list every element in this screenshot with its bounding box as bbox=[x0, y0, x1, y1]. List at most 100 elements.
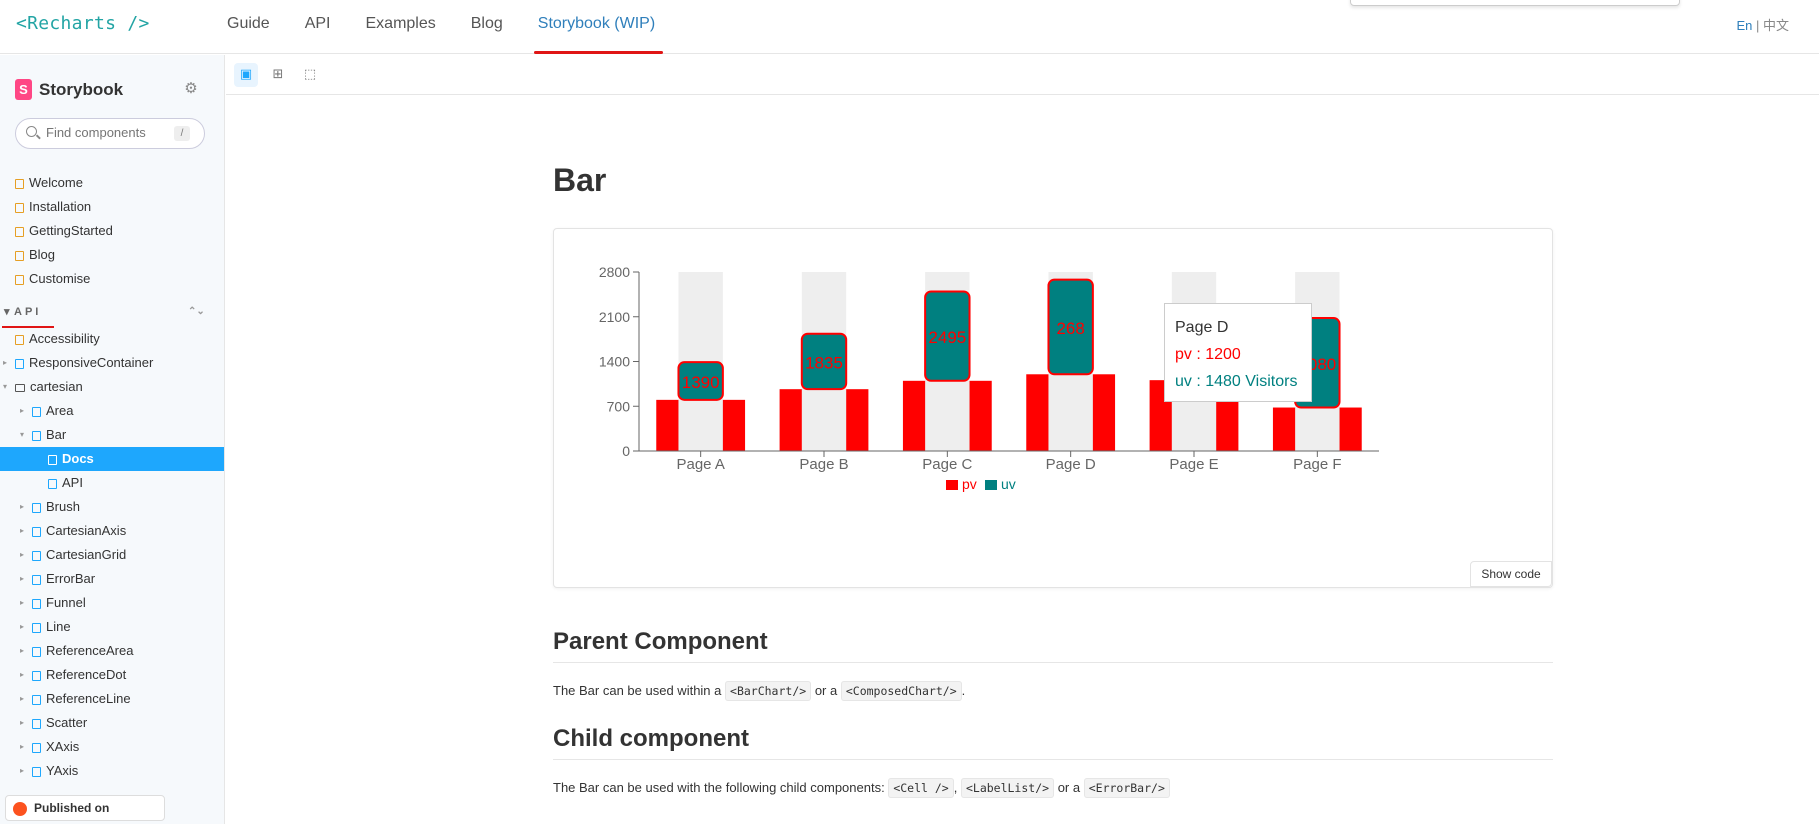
chevron-right-icon: ▸ bbox=[20, 550, 25, 559]
docsearch-input[interactable] bbox=[1350, 0, 1680, 6]
lang-en-link[interactable]: En bbox=[1736, 18, 1753, 33]
sidebar-item-scatter[interactable]: ▸ Scatter bbox=[0, 711, 224, 735]
lang-zh-link[interactable]: 中文 bbox=[1762, 18, 1789, 33]
sidebar-item-referenceline[interactable]: ▸ ReferenceLine bbox=[0, 687, 224, 711]
chevron-right-icon: ▸ bbox=[20, 718, 25, 727]
y-tick-label: 2100 bbox=[599, 309, 630, 325]
uv-bar-label: 268 bbox=[1056, 319, 1084, 338]
sidebar-item-cartesian[interactable]: ▾ cartesian bbox=[0, 375, 224, 399]
component-icon bbox=[32, 550, 41, 561]
legend-label-pv: pv bbox=[962, 476, 977, 492]
expand-collapse-icon[interactable]: ⌃⌄ bbox=[188, 306, 205, 317]
sidebar-item-yaxis[interactable]: ▸ YAxis bbox=[0, 759, 224, 783]
storybook-sidebar: S Storybook ⚙ / Welcome Installation Getti… bbox=[0, 55, 225, 824]
sidebar-item-label: Customise bbox=[29, 271, 91, 286]
sidebar-item-label: ReferenceArea bbox=[46, 643, 134, 658]
tooltip-uv: uv : 1480 Visitors bbox=[1175, 373, 1298, 390]
sidebar-item-docs[interactable]: Docs bbox=[0, 447, 224, 471]
component-icon bbox=[32, 430, 41, 441]
child-text-1: The Bar can be used with the following c… bbox=[553, 780, 885, 795]
sidebar-item-cartesiangrid[interactable]: ▸ CartesianGrid bbox=[0, 543, 224, 567]
component-search[interactable]: / bbox=[15, 118, 205, 149]
sidebar-item-label: Line bbox=[46, 619, 71, 634]
sidebar-item-errorbar[interactable]: ▸ ErrorBar bbox=[0, 567, 224, 591]
sidebar-item-bar[interactable]: ▾ Bar bbox=[0, 423, 224, 447]
sidebar-section-api[interactable]: ▾ API ⌃⌄ bbox=[0, 297, 224, 328]
sidebar-item-label: ReferenceDot bbox=[46, 667, 127, 682]
chevron-right-icon: ▸ bbox=[20, 670, 25, 679]
lang-separator: | bbox=[1755, 18, 1760, 33]
sidebar-item-referencearea[interactable]: ▸ ReferenceArea bbox=[0, 639, 224, 663]
uv-bar bbox=[800, 332, 848, 391]
chromatic-label: Published on Chromatic bbox=[34, 801, 110, 815]
outline-icon[interactable]: ⬚ bbox=[303, 67, 317, 82]
chevron-right-icon: ▸ bbox=[20, 406, 25, 415]
story-icon bbox=[48, 478, 57, 489]
component-icon bbox=[32, 406, 41, 417]
search-input[interactable] bbox=[46, 125, 171, 140]
x-tick-label: Page C bbox=[922, 456, 972, 473]
parent-text-2: or a bbox=[814, 683, 838, 698]
document-icon bbox=[15, 334, 24, 345]
nav-api[interactable]: API bbox=[304, 15, 331, 32]
sidebar-item-label: Installation bbox=[29, 199, 92, 214]
sidebar-item-funnel[interactable]: ▸ Funnel bbox=[0, 591, 224, 615]
chevron-right-icon: ▸ bbox=[20, 694, 25, 703]
uv-bar-label: 2495 bbox=[928, 328, 966, 347]
component-icon bbox=[32, 742, 41, 753]
sidebar-item-line[interactable]: ▸ Line bbox=[0, 615, 224, 639]
tooltip-label: Page D bbox=[1175, 319, 1229, 336]
sidebar-item-api[interactable]: API bbox=[0, 471, 224, 495]
sidebar-item-label: Docs bbox=[62, 451, 94, 466]
sidebar-item-gettingstarted[interactable]: GettingStarted bbox=[0, 219, 224, 243]
code-barchart: <BarChart/> bbox=[725, 681, 812, 701]
legend-swatch-uv bbox=[985, 480, 997, 490]
sidebar-item-label: XAxis bbox=[46, 739, 80, 754]
nav-examples[interactable]: Examples bbox=[365, 15, 436, 32]
sidebar-item-brush[interactable]: ▸ Brush bbox=[0, 495, 224, 519]
chart-tooltip: Page D pv : 1200 uv : 1480 Visitors bbox=[1164, 303, 1312, 402]
component-icon bbox=[32, 502, 41, 513]
code-composedchart: <ComposedChart/> bbox=[840, 681, 962, 701]
chevron-down-icon: ▾ bbox=[4, 306, 13, 318]
sidebar-item-cartesianaxis[interactable]: ▸ CartesianAxis bbox=[0, 519, 224, 543]
sidebar-item-accessibility[interactable]: Accessibility bbox=[0, 327, 224, 351]
chromatic-logo-icon bbox=[13, 802, 27, 816]
x-tick-label: Page D bbox=[1046, 456, 1096, 473]
sidebar-item-blog[interactable]: Blog bbox=[0, 243, 224, 267]
image-icon[interactable]: ▣ bbox=[234, 63, 258, 87]
document-icon bbox=[15, 178, 24, 189]
chevron-right-icon: ▸ bbox=[20, 502, 25, 511]
gear-icon[interactable]: ⚙ bbox=[184, 80, 198, 97]
child-text-2: , bbox=[953, 780, 958, 795]
storybook-title: Storybook bbox=[39, 79, 124, 99]
show-code-button[interactable]: Show code bbox=[1470, 561, 1552, 587]
sidebar-item-xaxis[interactable]: ▸ XAxis bbox=[0, 735, 224, 759]
sidebar-item-referencedot[interactable]: ▸ ReferenceDot bbox=[0, 663, 224, 687]
sidebar-item-label: GettingStarted bbox=[29, 223, 113, 238]
recharts-logo[interactable]: <Recharts /> bbox=[16, 13, 150, 34]
sidebar-item-label: Area bbox=[46, 403, 74, 418]
nav-storybook[interactable]: Storybook (WIP) bbox=[533, 0, 664, 54]
sidebar-item-area[interactable]: ▸ Area bbox=[0, 399, 224, 423]
chromatic-badge[interactable]: Published on Chromatic bbox=[5, 795, 165, 821]
sidebar-item-installation[interactable]: Installation bbox=[0, 195, 224, 219]
nav-guide[interactable]: Guide bbox=[227, 15, 270, 32]
grid-icon[interactable]: ⊞ bbox=[272, 67, 284, 82]
chevron-right-icon: ▸ bbox=[20, 526, 25, 535]
uv-bar bbox=[677, 361, 724, 401]
sidebar-item-responsivecontainer[interactable]: ▸ ResponsiveContainer bbox=[0, 351, 224, 375]
sidebar-item-label: API bbox=[62, 475, 83, 490]
storybook-brand[interactable]: S Storybook bbox=[15, 79, 123, 100]
sidebar-item-label: Scatter bbox=[46, 715, 88, 730]
code-cell: <Cell /> bbox=[888, 778, 954, 798]
component-icon bbox=[32, 622, 41, 633]
component-icon bbox=[32, 574, 41, 585]
sidebar-item-welcome[interactable]: Welcome bbox=[0, 171, 224, 195]
nav-blog[interactable]: Blog bbox=[470, 15, 503, 32]
sidebar-item-customise[interactable]: Customise bbox=[0, 267, 224, 291]
component-icon bbox=[32, 694, 41, 705]
page-title: Bar bbox=[553, 162, 607, 198]
